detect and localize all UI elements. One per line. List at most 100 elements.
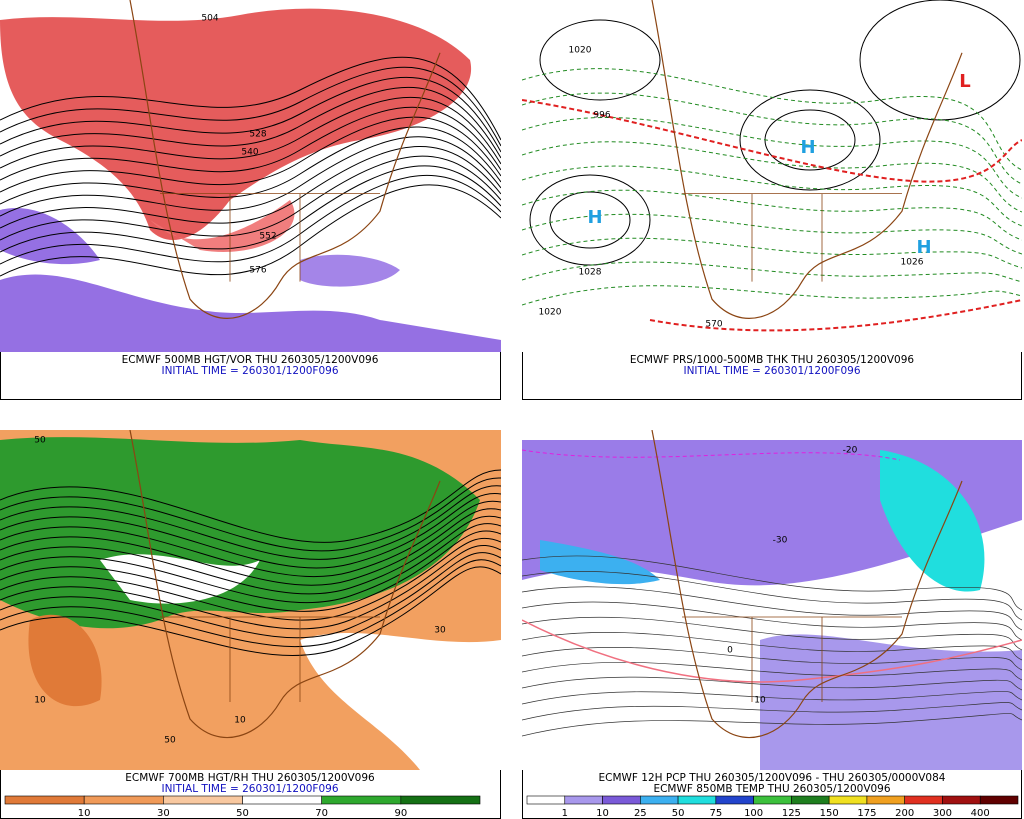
humidity-area <box>300 632 501 770</box>
coastline <box>129 0 441 319</box>
colorbar-swatch <box>979 795 1019 805</box>
colorbar-swatch <box>677 795 717 805</box>
pressure-contour <box>739 89 881 191</box>
coastline <box>651 0 963 319</box>
thickness-contour <box>522 165 1022 227</box>
contour-label: 1020 <box>569 46 592 56</box>
height-contour <box>0 76 501 153</box>
height-contour <box>0 146 501 229</box>
colorbar-label: 10 <box>596 808 609 819</box>
map-area: 1020 1028 1020 1026 996 570 H H H L <box>522 0 1022 352</box>
border <box>682 193 902 282</box>
colorbar-swatch <box>163 795 243 805</box>
height-contour <box>0 545 501 630</box>
height-contour <box>0 493 501 569</box>
contour-label: 10 <box>754 696 766 706</box>
panel-caption: ECMWF 12H PCP THU 260305/1200V096 - THU … <box>599 772 946 784</box>
colorbar-label: 200 <box>895 808 914 819</box>
contour-label: 528 <box>249 130 266 140</box>
contour-label: 50 <box>34 436 46 446</box>
colorbar-label: 125 <box>782 808 801 819</box>
thickness-contour <box>522 261 1022 283</box>
colorbar-label: 25 <box>634 808 647 819</box>
temp-contour <box>522 632 1022 661</box>
pressure-contour <box>549 191 631 249</box>
precip-area <box>540 540 660 585</box>
colorbar-swatch <box>715 795 754 805</box>
temp-contour <box>522 702 1022 721</box>
map-background <box>522 0 1022 352</box>
height-contour <box>0 537 501 621</box>
temp-contour <box>522 619 1022 683</box>
contour-label: H <box>587 207 602 228</box>
thickness-contour <box>522 99 1022 183</box>
colorbar-label: 400 <box>971 808 990 819</box>
temp-contour <box>522 691 1022 705</box>
contour-label: 570 <box>705 320 722 330</box>
vorticity-area <box>300 254 400 287</box>
colorbar-swatch <box>904 795 943 805</box>
vorticity-area <box>0 274 501 352</box>
temp-contour <box>522 601 1022 641</box>
pressure-contour <box>539 19 661 101</box>
humidity-area <box>100 554 260 604</box>
height-contour <box>0 485 501 560</box>
temp-contour <box>522 616 1022 651</box>
height-contour <box>0 96 501 169</box>
contour-label: -30 <box>773 536 788 546</box>
precip-area <box>760 634 1022 770</box>
colorbar-swatch <box>526 795 566 805</box>
initial-time: INITIAL TIME = 260301/1200F096 <box>161 783 338 795</box>
colorbar-swatch <box>83 795 164 805</box>
height-contour <box>0 184 501 277</box>
colorbar-label: 50 <box>672 808 685 819</box>
height-contour <box>0 566 501 656</box>
colorbar-swatch <box>753 795 792 805</box>
contour-label: H <box>800 137 815 158</box>
coastline <box>651 430 963 738</box>
humidity-area <box>28 614 102 707</box>
map-area: -30 -20 0 10 <box>522 430 1022 770</box>
height-contour <box>0 126 501 205</box>
pressure-contour <box>529 174 651 266</box>
colorbar-label: 75 <box>709 808 722 819</box>
colorbar-label: 90 <box>394 808 407 819</box>
height-contour <box>0 165 501 253</box>
colorbar-label: 70 <box>315 808 328 819</box>
height-contour <box>0 136 501 217</box>
temp-contour <box>522 676 1022 691</box>
panel-caption: ECMWF 700MB HGT/RH THU 260305/1200V096 <box>125 772 375 784</box>
contour-label: 1028 <box>579 268 602 278</box>
height-contour <box>0 477 501 552</box>
contour-label: L <box>959 71 970 92</box>
thickness-contour <box>522 117 1022 199</box>
colorbar-label: 30 <box>157 808 170 819</box>
temp-contour <box>522 570 1022 621</box>
colorbar-swatch <box>866 795 905 805</box>
colorbar-swatch <box>791 795 830 805</box>
contour-label: 552 <box>259 232 276 242</box>
temp-contour <box>522 586 1022 631</box>
contour-label: H <box>916 237 931 258</box>
contour-label: 10 <box>34 696 46 706</box>
height-contour <box>0 523 501 604</box>
panel-caption: ECMWF PRS/1000-500MB THK THU 260305/1200… <box>630 354 915 366</box>
coastline <box>129 430 441 738</box>
colorbar-swatch <box>400 795 481 805</box>
colorbar-swatch <box>640 795 679 805</box>
colorbar-swatch <box>4 795 85 805</box>
contour-label: 1020 <box>539 308 562 318</box>
colorbar-label: 10 <box>78 808 91 819</box>
height-contour <box>0 56 501 141</box>
contour-label: 0 <box>727 646 733 656</box>
border <box>160 193 380 282</box>
initial-time: INITIAL TIME = 260301/1200F096 <box>161 365 338 377</box>
initial-time: INITIAL TIME = 260301/1200F096 <box>683 365 860 377</box>
height-contour <box>0 66 501 147</box>
height-contour <box>0 155 501 241</box>
thickness-contour <box>522 213 1022 255</box>
colorbar-label: 100 <box>744 808 763 819</box>
vorticity-area <box>0 208 100 265</box>
height-contour <box>0 559 501 648</box>
